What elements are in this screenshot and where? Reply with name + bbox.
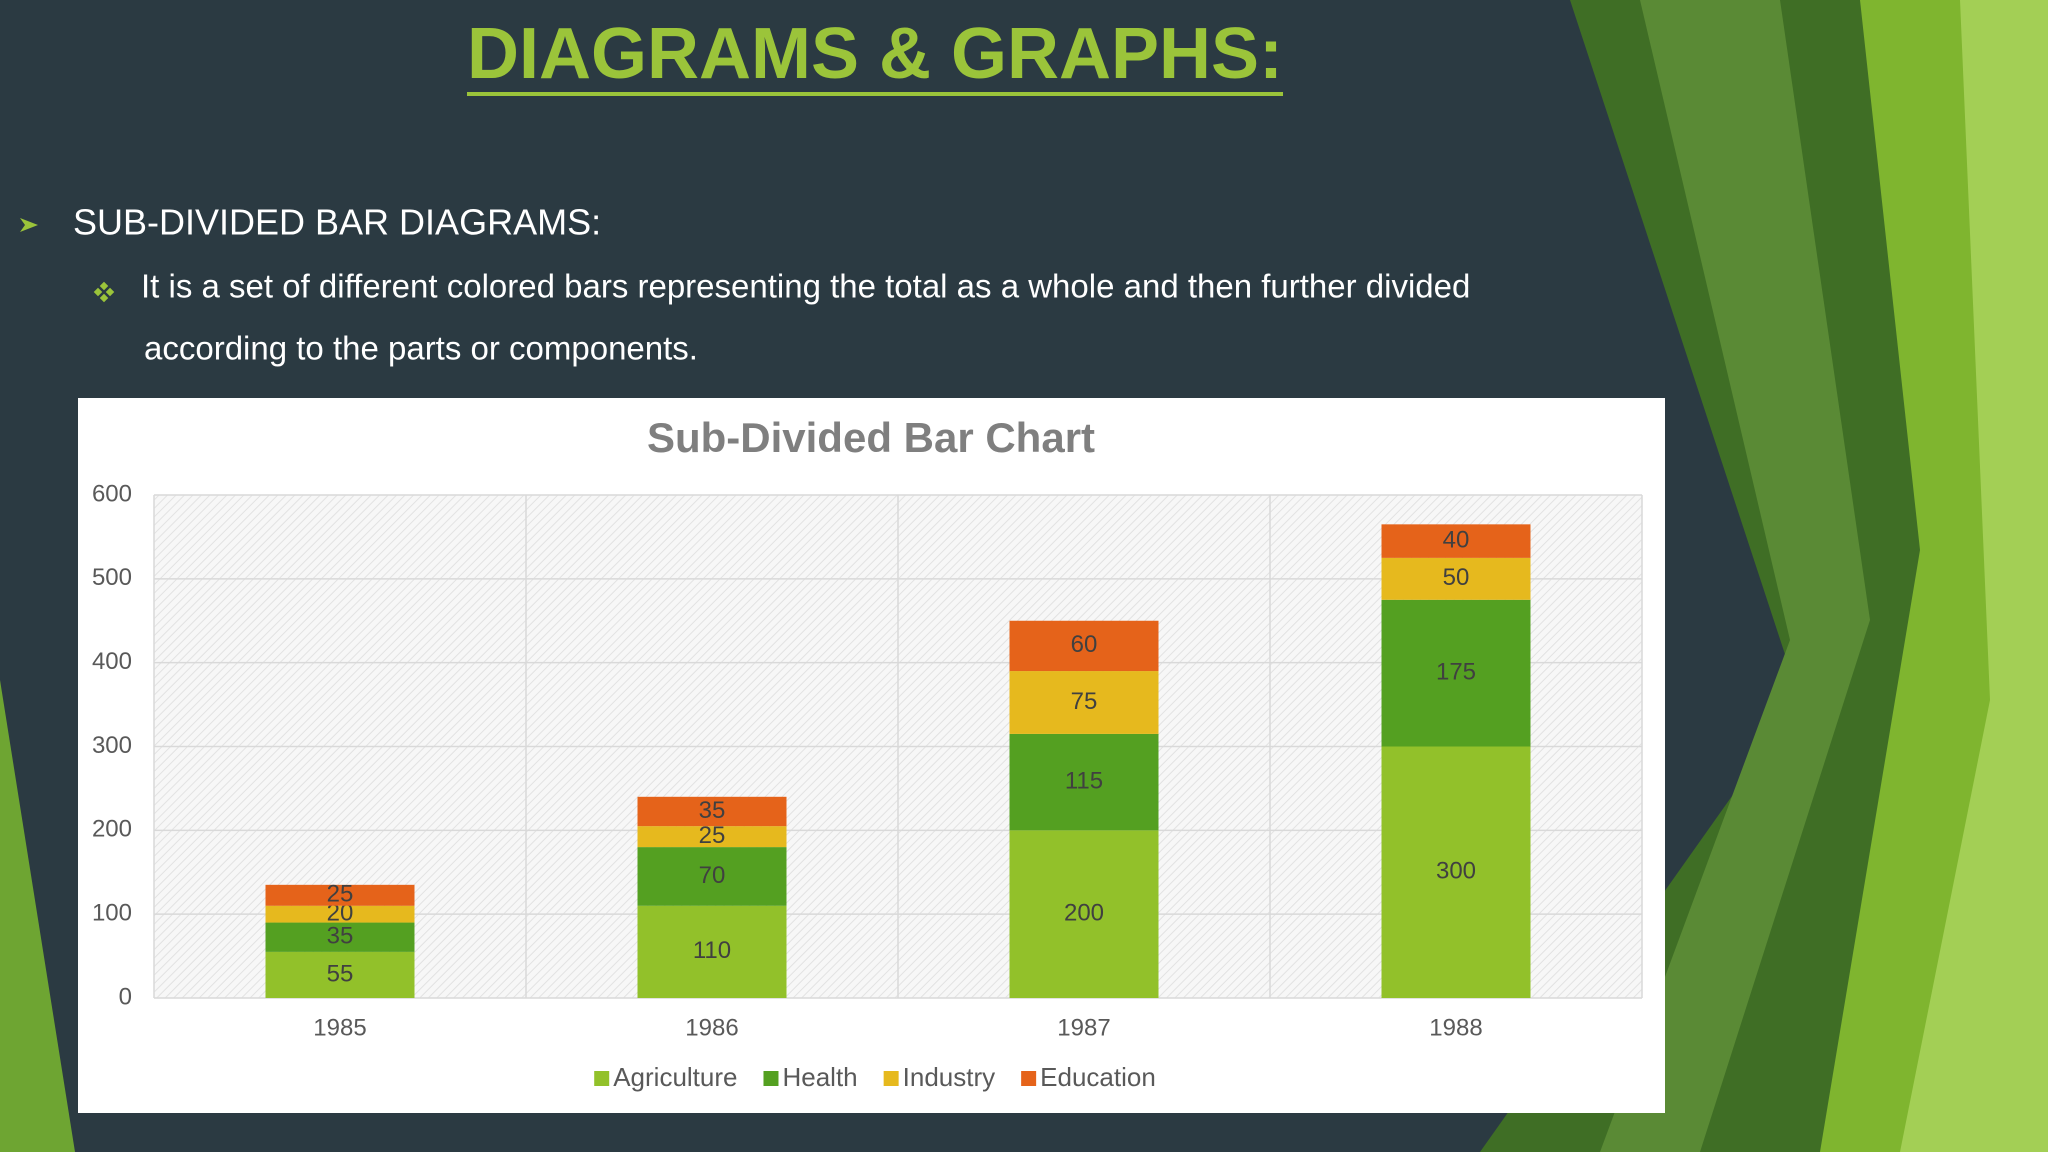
bar-segment bbox=[1009, 671, 1159, 734]
y-tick-label: 100 bbox=[92, 900, 132, 927]
data-label: 110 bbox=[693, 937, 731, 964]
data-label: 300 bbox=[1436, 858, 1476, 885]
data-label: 75 bbox=[1071, 688, 1098, 715]
bar-segment bbox=[1009, 620, 1159, 672]
bar-segment bbox=[1009, 830, 1159, 998]
legend-swatch bbox=[883, 1071, 899, 1086]
decor bbox=[1600, 0, 1870, 1152]
data-label: 115 bbox=[1065, 767, 1103, 794]
data-label: 200 bbox=[1064, 900, 1104, 927]
sub-bullet-text: according to the parts or components. bbox=[144, 330, 698, 367]
data-label: 50 bbox=[1443, 564, 1470, 591]
legend-swatch bbox=[763, 1071, 779, 1086]
bar-segment bbox=[1381, 557, 1531, 600]
data-label: 25 bbox=[327, 881, 354, 908]
bar-segment bbox=[1009, 733, 1159, 831]
legend-label: Education bbox=[1040, 1062, 1156, 1092]
bullet-text: SUB-DIVIDED BAR DIAGRAMS: bbox=[73, 202, 601, 243]
bar-segment bbox=[637, 905, 787, 998]
bar-segment bbox=[1381, 524, 1531, 558]
legend-swatch bbox=[594, 1071, 610, 1086]
sub-bullet-text: It is a set of different colored bars re… bbox=[141, 268, 1470, 305]
x-tick-label: 1988 bbox=[1429, 1014, 1482, 1041]
data-label: 35 bbox=[699, 797, 726, 824]
sub-bullet-icon bbox=[93, 281, 115, 303]
y-tick-label: 600 bbox=[92, 480, 132, 507]
chart-title: Sub-Divided Bar Chart bbox=[647, 414, 1095, 461]
data-label: 25 bbox=[699, 822, 726, 849]
bar-segment bbox=[265, 922, 415, 952]
data-label: 175 bbox=[1436, 658, 1476, 685]
legend-label: Health bbox=[782, 1062, 857, 1092]
y-tick-label: 400 bbox=[92, 648, 132, 675]
data-label: 40 bbox=[1443, 526, 1470, 553]
bar-segment bbox=[637, 826, 787, 848]
data-label: 60 bbox=[1071, 631, 1098, 658]
chart: 0100200300400500600198555352025198611070… bbox=[92, 480, 1643, 1092]
slide-title: DIAGRAMS & GRAPHS: bbox=[467, 14, 1283, 94]
data-label: 55 bbox=[327, 960, 354, 987]
bar-segment bbox=[637, 796, 787, 827]
bar-segment bbox=[265, 884, 415, 906]
legend-label: Agriculture bbox=[613, 1062, 737, 1092]
x-tick-label: 1985 bbox=[313, 1014, 366, 1041]
bar-segment bbox=[265, 951, 415, 998]
y-tick-label: 300 bbox=[92, 732, 132, 759]
data-label: 35 bbox=[327, 923, 354, 950]
decor bbox=[1900, 0, 2048, 1152]
bar-segment bbox=[637, 847, 787, 906]
decor bbox=[0, 680, 75, 1152]
bullet-icon bbox=[20, 218, 38, 232]
x-tick-label: 1987 bbox=[1057, 1014, 1110, 1041]
y-tick-label: 500 bbox=[92, 564, 132, 591]
x-tick-label: 1986 bbox=[685, 1014, 738, 1041]
bar-segment bbox=[1381, 746, 1531, 998]
legend-swatch bbox=[1021, 1071, 1037, 1086]
y-tick-label: 0 bbox=[119, 983, 132, 1010]
y-tick-label: 200 bbox=[92, 816, 132, 843]
bar-segment bbox=[1381, 599, 1531, 747]
bar-segment bbox=[265, 905, 415, 923]
legend-label: Industry bbox=[903, 1062, 996, 1092]
data-label: 70 bbox=[699, 862, 726, 889]
